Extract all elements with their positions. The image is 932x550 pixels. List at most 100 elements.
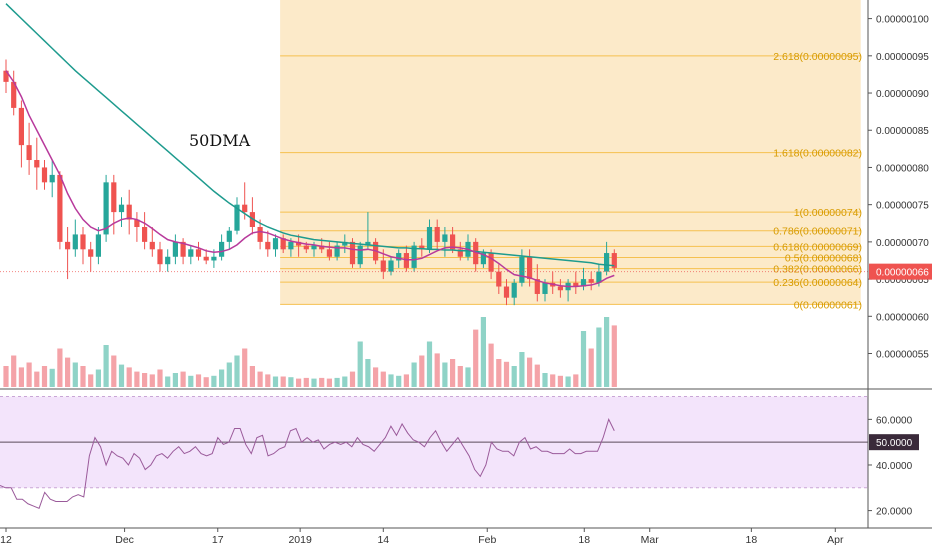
fib-level-label: 0.236(0.00000064) xyxy=(773,277,862,289)
fib-level-label: 1(0.00000074) xyxy=(794,207,862,219)
volume-bar xyxy=(272,376,279,387)
candle-body xyxy=(534,279,540,294)
volume-bar xyxy=(65,357,71,387)
candle-body xyxy=(311,245,317,250)
moving-averages xyxy=(0,3,868,288)
volume-bar xyxy=(534,364,540,387)
volume-bar xyxy=(465,367,471,387)
x-tick-label: 2019 xyxy=(288,534,312,546)
volume-bar xyxy=(349,371,356,387)
y-tick-label: 0.00000100 xyxy=(876,15,929,26)
volume-bar xyxy=(249,366,255,387)
candle-body xyxy=(142,226,148,242)
candle-body xyxy=(95,234,101,257)
candle-body xyxy=(380,260,386,272)
annotation-50dma[interactable]: 50DMA xyxy=(189,131,251,150)
candle-body xyxy=(88,249,94,257)
candle-body xyxy=(126,204,132,220)
fib-level-label: 0.618(0.00000069) xyxy=(773,241,862,253)
candle-body xyxy=(573,282,579,287)
candle-body xyxy=(349,241,356,265)
volume-bar xyxy=(496,359,502,387)
candle-body xyxy=(41,167,48,183)
candle-body xyxy=(280,238,286,250)
candle-body xyxy=(219,241,225,257)
volume-bar xyxy=(580,331,587,387)
candle-body xyxy=(180,241,186,257)
candle-body xyxy=(342,241,348,246)
ma-fast-line xyxy=(5,70,615,288)
rsi-y-tick-label: 20.0000 xyxy=(876,507,913,518)
fib-level-label: 0(0.00000061) xyxy=(794,299,862,311)
y-tick-label: 0.00000080 xyxy=(876,163,929,174)
candle-body xyxy=(195,249,202,257)
candle-body xyxy=(411,245,417,268)
volume-bar xyxy=(157,369,163,387)
volume-bar xyxy=(219,369,225,387)
candle-body xyxy=(272,238,279,250)
fib-level-label: 0.5(0.00000068) xyxy=(785,253,862,265)
candle-body xyxy=(34,160,40,168)
y-tick-label: 0.00000065 xyxy=(876,275,929,286)
volume-bar xyxy=(557,375,563,387)
volume-bar xyxy=(142,373,148,387)
candle-body xyxy=(357,245,363,265)
candle-body xyxy=(604,253,610,272)
candle-body xyxy=(57,174,63,242)
volume-bar xyxy=(365,359,371,387)
volume-bar xyxy=(527,357,533,387)
volume-bar xyxy=(357,341,363,387)
candle-body xyxy=(596,271,602,283)
x-tick-label: 12 xyxy=(0,534,12,546)
candle-body xyxy=(18,107,24,146)
volume-bar xyxy=(57,348,63,387)
candle-body xyxy=(80,234,86,250)
volume-bar xyxy=(326,378,332,387)
fibonacci-retracement[interactable]: 2.618(0.00000095) 1.618(0.00000082) 1(0.00… xyxy=(280,0,862,311)
volume-bar xyxy=(434,353,440,387)
volume-bar xyxy=(604,317,610,387)
y-tick-label: 0.00000055 xyxy=(876,350,929,361)
candle-body xyxy=(519,256,525,283)
volume-bar xyxy=(234,355,240,387)
volume-bar xyxy=(226,362,232,387)
candle-body xyxy=(480,253,486,265)
candle-body xyxy=(503,286,510,298)
volume-bar xyxy=(373,367,379,387)
volume-bar xyxy=(3,366,9,387)
candle-body xyxy=(611,253,617,268)
x-tick-label: Feb xyxy=(478,534,496,546)
volume-bar xyxy=(473,329,479,387)
candle-body xyxy=(457,249,463,257)
candle-body xyxy=(149,241,155,250)
price-tag-label: 0.00000066 xyxy=(876,268,929,279)
volume-bar xyxy=(34,371,40,387)
volume-bar xyxy=(26,362,32,387)
volume-bar xyxy=(511,366,517,387)
candle-body xyxy=(257,226,263,242)
x-tick-label: 18 xyxy=(578,534,590,546)
candle-body xyxy=(426,226,433,250)
volume-bar xyxy=(288,377,294,387)
candle-body xyxy=(388,260,394,272)
x-tick-label: Mar xyxy=(641,534,660,546)
y-tick-label: 0.00000085 xyxy=(876,126,929,137)
candle-body xyxy=(211,256,217,261)
volume-bar xyxy=(80,366,86,387)
candle-body xyxy=(557,286,563,291)
volume-bar xyxy=(380,371,386,387)
candle-body xyxy=(26,145,32,161)
fib-level-label: 0.786(0.00000071) xyxy=(773,226,862,238)
volume-bar xyxy=(403,374,409,387)
candle-body xyxy=(580,279,587,287)
candle-body xyxy=(134,219,140,227)
candle-body xyxy=(288,241,294,250)
volume-bar xyxy=(180,371,186,387)
volume-bar xyxy=(280,376,286,387)
x-tick-label: 17 xyxy=(212,534,224,546)
volume-bar xyxy=(388,374,394,387)
volume-bar xyxy=(457,366,463,387)
fib-level-label: 0.382(0.00000066) xyxy=(773,264,862,276)
candle-body xyxy=(303,245,309,250)
